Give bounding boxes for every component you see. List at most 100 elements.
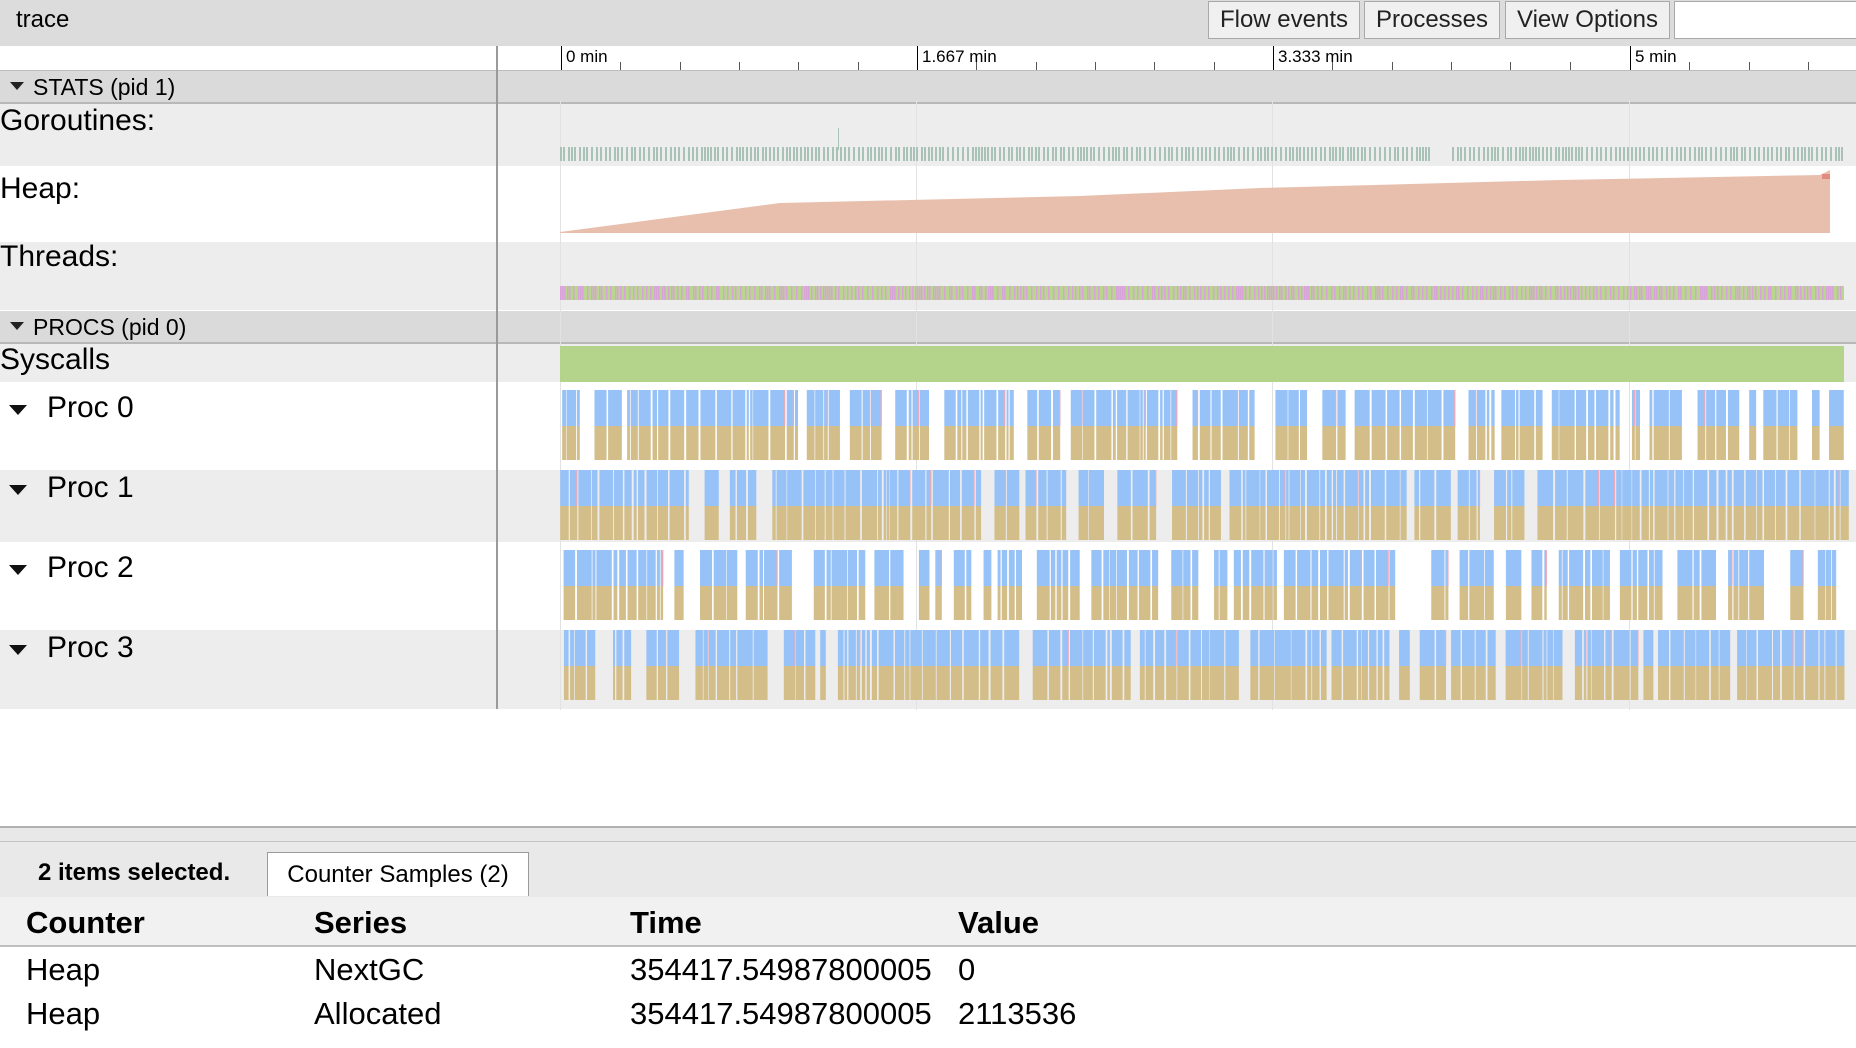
proc-runnable-slice [1375, 586, 1389, 620]
threads-tick [927, 286, 929, 300]
threads-tick [1840, 286, 1842, 300]
label-column-divider[interactable] [496, 46, 498, 709]
collapse-triangle-icon[interactable] [10, 82, 24, 90]
proc-running-slice [1789, 390, 1798, 426]
proc-runnable-slice [562, 426, 566, 460]
proc-running-slice [1591, 630, 1605, 666]
goroutines-tick [1209, 147, 1211, 161]
proc-running-slice [1138, 550, 1151, 586]
proc-runnable-slice [1749, 586, 1765, 620]
threads-tick [1220, 286, 1222, 300]
proc-running-slice [1112, 390, 1116, 426]
threads-tick [1217, 286, 1219, 300]
threads-tick [1516, 286, 1518, 300]
proc-running-slice [1267, 470, 1280, 506]
flow-events-button[interactable]: Flow events [1208, 1, 1360, 39]
proc-running-slice [616, 630, 623, 666]
tab-counter-samples[interactable]: Counter Samples (2) [267, 852, 529, 896]
proc-runnable-slice [820, 666, 826, 700]
proc-running-slice [890, 550, 904, 586]
threads-tick [1224, 286, 1226, 300]
column-header[interactable]: Series [314, 905, 408, 940]
proc-runnable-slice [1211, 426, 1221, 460]
proc-runnable-slice [1166, 666, 1177, 700]
collapse-triangle-icon[interactable] [9, 485, 27, 495]
table-row[interactable]: Heap NextGC 354417.54987800005 0 [0, 949, 1856, 993]
collapse-triangle-icon[interactable] [9, 565, 27, 575]
proc-runnable-slice [883, 506, 887, 540]
collapse-triangle-icon[interactable] [9, 645, 27, 655]
proc-running-slice [1143, 390, 1146, 426]
goroutines-tick [631, 147, 633, 161]
goroutines-tick [571, 147, 573, 161]
proc-running-slice [1259, 630, 1275, 666]
processes-button[interactable]: Processes [1364, 1, 1500, 39]
proc-runnable-slice [1485, 586, 1494, 620]
column-header[interactable]: Value [958, 905, 1039, 940]
goroutines-tick [1793, 147, 1795, 161]
timeline-canvas[interactable] [560, 100, 1856, 710]
threads-tick [765, 286, 767, 300]
proc-runnable-slice [1354, 426, 1370, 460]
threads-tick [1567, 286, 1569, 300]
proc-running-slice [1777, 390, 1790, 426]
threads-tick [1058, 286, 1060, 300]
proc-runnable-slice [1654, 506, 1668, 540]
proc-running-slice [1306, 470, 1320, 506]
goroutines-tick [568, 147, 570, 161]
proc-runnable-slice [1772, 666, 1781, 700]
proc-runnable-slice [563, 586, 576, 620]
proc-running-slice [1745, 470, 1757, 506]
goroutines-tick [1656, 147, 1658, 161]
proc-runnable-slice [619, 586, 626, 620]
view-options-button[interactable]: View Options [1505, 1, 1670, 39]
proc-running-slice [1062, 630, 1069, 666]
proc-runnable-slice [1062, 586, 1069, 620]
proc-runnable-slice [1794, 666, 1804, 700]
goroutines-tick [583, 147, 585, 161]
goroutines-tick [1035, 147, 1037, 161]
stats-process-header[interactable]: STATS (pid 1) [0, 71, 1856, 104]
proc-gc-mark [930, 470, 932, 506]
column-header[interactable]: Counter [26, 905, 145, 940]
threads-tick [872, 286, 874, 300]
proc-runnable-slice [1320, 666, 1327, 700]
proc-running-slice [847, 550, 858, 586]
proc-runnable-slice [669, 506, 685, 540]
proc-runnable-slice [1622, 506, 1632, 540]
proc-running-slice [1004, 630, 1020, 666]
time-ruler[interactable] [0, 46, 1856, 71]
proc-running-slice [703, 630, 709, 666]
proc-running-slice [592, 550, 596, 586]
threads-tick [915, 286, 917, 300]
threads-tick [1343, 286, 1345, 300]
threads-tick [1124, 286, 1126, 300]
proc-runnable-slice [980, 666, 989, 700]
proc-running-slice [1273, 550, 1277, 586]
proc-running-slice [1746, 630, 1757, 666]
goroutines-tick [913, 147, 915, 161]
threads-tick [1370, 286, 1372, 300]
proc-running-slice [1386, 470, 1400, 506]
procs-process-header[interactable]: PROCS (pid 0) [0, 311, 1856, 344]
table-row[interactable]: Heap Allocated 354417.54987800005 211353… [0, 993, 1856, 1037]
panel-splitter[interactable] [0, 826, 1856, 842]
proc-runnable-slice [1320, 586, 1328, 620]
time-ruler-track[interactable]: 0 min 1.667 min 3.333 min 5 min [497, 46, 1856, 70]
goroutines-tick [670, 147, 672, 161]
goroutines-tick [634, 147, 636, 161]
collapse-triangle-icon[interactable] [9, 405, 27, 415]
search-input[interactable] [1674, 1, 1856, 39]
proc-label: Proc 1 [47, 471, 134, 504]
proc-runnable-slice [1559, 426, 1575, 460]
column-header[interactable]: Time [630, 905, 702, 940]
collapse-triangle-icon[interactable] [10, 322, 24, 330]
proc-runnable-slice [708, 666, 716, 700]
threads-tick [624, 286, 626, 300]
goroutines-tick [1115, 147, 1117, 161]
proc-running-slice [1345, 470, 1359, 506]
analysis-tab-bar: 2 items selected. Counter Samples (2) [0, 842, 1856, 898]
proc-running-slice [1070, 630, 1083, 666]
proc-runnable-slice [861, 506, 878, 540]
proc-running-slice [1127, 390, 1140, 426]
